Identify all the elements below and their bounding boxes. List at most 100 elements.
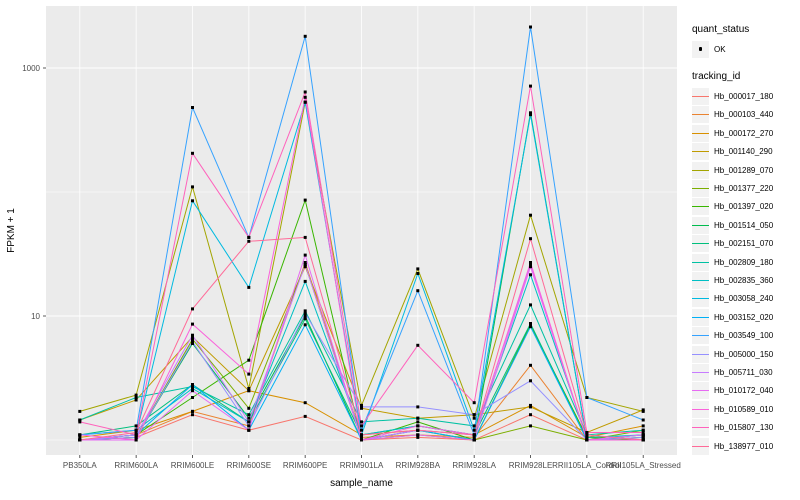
data-point (247, 372, 251, 376)
data-point (641, 409, 645, 413)
data-point (247, 413, 251, 417)
data-point (303, 309, 307, 313)
legend-item-label: OK (714, 44, 726, 54)
legend-item-label: Hb_000172_270 (714, 128, 774, 138)
legend-item-Hb_000172_270: Hb_000172_270 (692, 124, 798, 142)
data-point (303, 263, 307, 266)
legend-item-Hb_002835_360: Hb_002835_360 (692, 271, 798, 289)
data-point (247, 235, 251, 239)
legend-line-swatch (692, 261, 709, 263)
legend-item-Hb_000103_440: Hb_000103_440 (692, 106, 798, 124)
legend-item-label: Hb_002835_360 (714, 275, 774, 285)
legend-key-box (692, 419, 709, 437)
legend-line-swatch (692, 206, 709, 208)
data-point (529, 325, 532, 329)
legend-line-swatch (692, 298, 709, 300)
data-point (472, 428, 476, 432)
legend-item-Hb_003549_100: Hb_003549_100 (692, 326, 798, 345)
data-point (191, 387, 194, 390)
legend-key-box (692, 382, 709, 400)
data-point (247, 406, 251, 410)
data-point (416, 405, 420, 409)
data-point (641, 433, 645, 437)
data-point (416, 272, 420, 275)
legend-key-box (692, 290, 709, 308)
legend-key-box (692, 308, 709, 326)
legend-line-swatch (692, 353, 709, 355)
data-point (529, 263, 532, 266)
x-tick-label: PB350LA (63, 461, 97, 470)
legend-key-box (692, 235, 709, 253)
legend-key-box (692, 271, 709, 289)
legend-key-box (692, 40, 709, 58)
legend-item-label: Hb_138977_010 (714, 441, 774, 451)
data-point (303, 253, 307, 257)
data-point (529, 84, 532, 88)
data-point (191, 151, 194, 155)
legend-item-label: Hb_001514_050 (714, 220, 774, 230)
legend-key-box (692, 345, 709, 363)
data-point (303, 198, 307, 202)
legend-key-box (692, 88, 709, 106)
data-point (134, 433, 138, 437)
data-point (303, 235, 307, 239)
data-point (641, 424, 645, 428)
data-point (529, 379, 532, 383)
data-point (529, 303, 532, 307)
y-axis-title: FPKM + 1 (6, 208, 17, 253)
legend-item-Hb_015807_130: Hb_015807_130 (692, 418, 798, 437)
data-point (191, 106, 194, 109)
data-point (416, 428, 420, 432)
legend-line-swatch (692, 408, 709, 410)
chart-svg: PB350LA RRIM600LA RRIM600LE RRIM600SE RRIM60… (6, 6, 681, 489)
point-marker-icon (698, 47, 703, 51)
data-point (78, 435, 82, 439)
data-point (303, 90, 307, 94)
data-point (134, 424, 138, 428)
data-point (247, 424, 251, 428)
x-tick-label: RRII105LA_Stressed (606, 461, 681, 470)
data-point (303, 414, 307, 418)
legend-line-swatch (692, 390, 709, 392)
legend-line-swatch (692, 335, 709, 337)
legend-item-Hb_002809_180: Hb_002809_180 (692, 253, 798, 271)
data-point (303, 311, 307, 315)
legend-item-label: Hb_000017_180 (714, 92, 774, 102)
legend-key-box (692, 363, 709, 381)
legend-item-label: Hb_005000_150 (714, 349, 774, 359)
data-point (585, 431, 589, 434)
data-point (360, 428, 363, 432)
legend-key-box (692, 143, 709, 161)
legend-key-box (692, 400, 709, 418)
data-point (191, 307, 194, 311)
legend-key-box (692, 437, 709, 455)
data-point (360, 433, 363, 437)
data-point (134, 431, 138, 434)
data-point (191, 409, 194, 413)
legend-item-Hb_010589_010: Hb_010589_010 (692, 400, 798, 418)
data-point (134, 428, 138, 432)
data-point (78, 409, 82, 413)
legend-item-Hb_003152_020: Hb_003152_020 (692, 308, 798, 326)
legend-item-label: Hb_005711_030 (714, 367, 773, 377)
data-point (529, 424, 532, 428)
data-point (585, 396, 589, 399)
data-point (134, 393, 138, 397)
legend-line-swatch (692, 243, 709, 245)
legend-item-label: Hb_001140_290 (714, 147, 773, 157)
legend-item-label: Hb_015807_130 (714, 423, 774, 433)
legend-item-label: Hb_003058_240 (714, 294, 774, 304)
legend-key-box (692, 198, 709, 216)
legend-key-box (692, 180, 709, 198)
data-point (529, 237, 532, 241)
legend-item-Hb_001514_050: Hb_001514_050 (692, 216, 798, 234)
data-point (247, 387, 251, 390)
data-point (641, 428, 645, 432)
data-point (641, 435, 645, 439)
x-tick-label: RRIM600LA (114, 461, 158, 470)
legend-item-label: Hb_003152_020 (714, 312, 774, 322)
data-point (529, 265, 532, 269)
data-point (303, 279, 307, 283)
x-tick-label: RRIM600SE (227, 461, 271, 470)
